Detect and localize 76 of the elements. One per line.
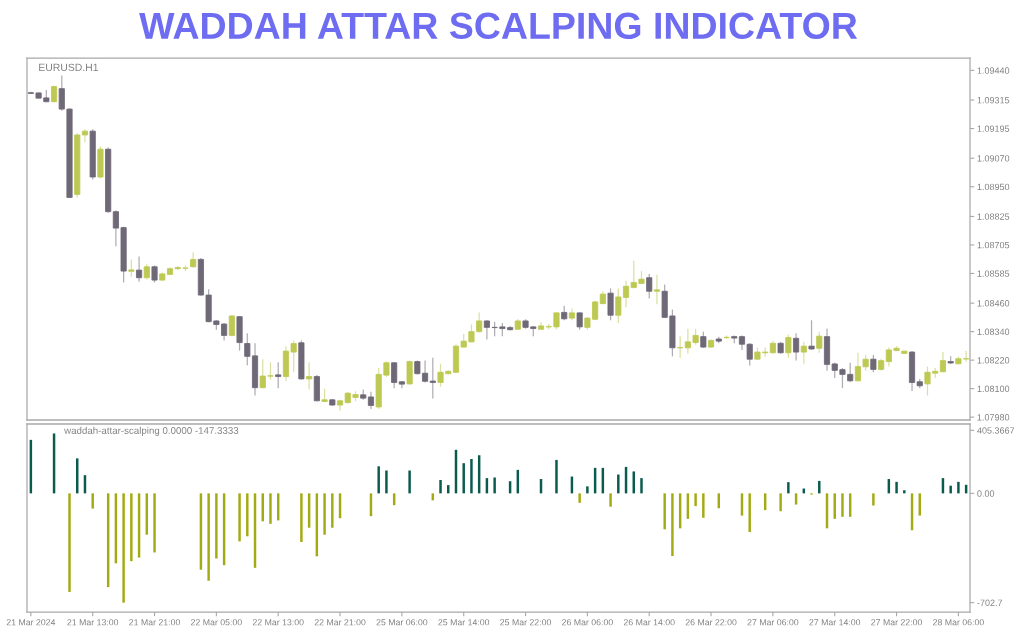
bar [439,479,442,494]
y-tick-label: 1.07980 [977,414,1010,421]
bar [586,486,589,494]
bar [578,493,581,503]
y-tick-label: 1.08460 [977,300,1010,307]
bar [555,459,558,494]
bar [872,493,875,506]
bar [818,480,821,494]
bar [122,493,125,603]
bar [895,481,898,494]
bar [702,493,705,518]
bar [748,493,751,533]
bar [246,493,249,537]
chart-subtitle: EURUSD.H1 [39,63,98,72]
x-tick-label: 28 Mar 06:00 [933,619,984,626]
y-tick-label: 1.08585 [977,270,1010,277]
bar [408,470,411,494]
y-tick-label: 1.08220 [977,357,1010,364]
bar [215,493,218,559]
y-tick-label: 1.09070 [977,155,1010,162]
bar [300,493,303,543]
x-tick-label: 21 Mar 13:00 [67,619,119,626]
y-tick-label: 1.08705 [977,241,1010,249]
bar [153,493,156,553]
bar [238,493,241,542]
y-tick-label: 1.08825 [977,213,1010,220]
x-tick-label: 26 Mar 22:00 [685,619,737,626]
chart-title: waddah-attar-scalping 0.0000 -147.3333 [64,426,239,436]
bar [91,493,94,509]
x-tick-label: 25 Mar 14:00 [438,619,490,626]
y-tick-label: 1.09195 [977,125,1010,132]
x-tick-label: 27 Mar 14:00 [809,619,861,626]
bar [385,470,388,494]
x-tick-label: 22 Mar 21:00 [314,619,366,626]
bar [663,493,666,530]
y-tick-label: 1.08950 [977,183,1010,191]
bar [68,493,71,592]
bar [331,493,334,528]
bar [462,463,465,494]
bar [957,481,960,494]
x-tick-label: 21 Mar 21:00 [129,619,180,626]
y-tick-label: 405.3667 [977,427,1015,434]
bar [779,493,782,512]
bar [671,493,674,557]
x-tick-label: 26 Mar 06:00 [562,619,613,626]
bar [130,493,133,562]
bar [493,477,496,494]
x-tick-label: 26 Mar 14:00 [623,619,675,626]
x-tick-label: 22 Mar 05:00 [191,619,242,626]
x-tick-label: 21 Mar 2024 [6,619,56,626]
bar [694,493,697,507]
x-tick-label: 27 Mar 22:00 [871,619,923,626]
bar [609,493,612,507]
bar [470,458,473,494]
y-tick-label: 1.09440 [977,67,1010,74]
bar [269,493,272,524]
bar [617,474,620,494]
y-tick-label: 1.08340 [977,328,1010,335]
bar [949,485,952,494]
x-tick-label: 25 Mar 22:00 [500,619,551,626]
bar [323,493,326,535]
y-tick-label: 0.00 [977,490,995,497]
y-tick-label: 1.08100 [977,385,1010,393]
bar [833,493,836,519]
bar [377,466,380,494]
x-tick-label: 25 Mar 06:00 [376,619,428,626]
y-tick-label: 1.09315 [977,97,1010,104]
x-tick-label: 27 Mar 06:00 [747,619,799,626]
bar [903,490,906,494]
bar [841,493,844,517]
chart-title: WADDAH ATTAR SCALPING INDICATOR [139,12,858,40]
y-tick-label: -702.7 [977,599,1003,606]
bar [207,493,210,581]
bar [787,482,790,494]
x-tick-label: 22 Mar 13:00 [252,619,304,626]
bar [640,478,643,494]
